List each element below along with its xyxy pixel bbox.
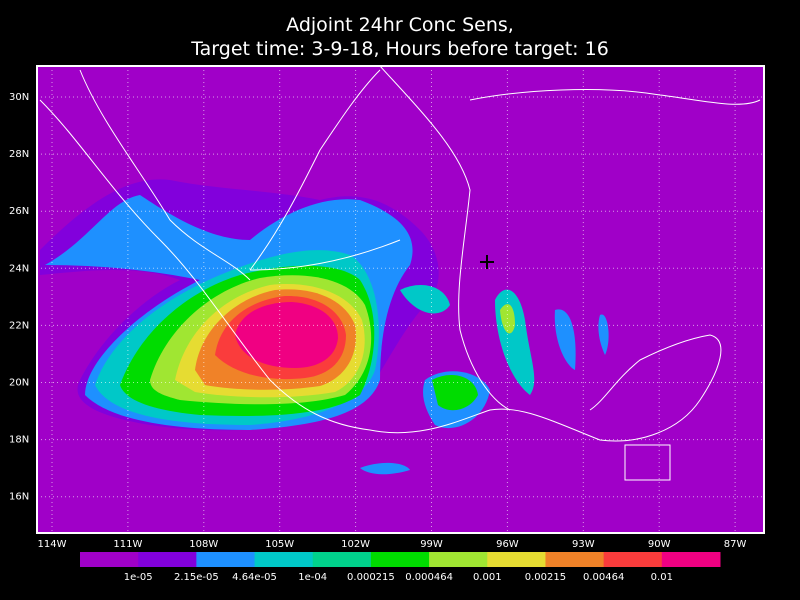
lon-label: 99W <box>420 539 443 550</box>
map-frame <box>36 65 765 534</box>
colorbar-label: 1e-04 <box>298 572 327 583</box>
colorbar-swatch <box>603 552 663 567</box>
colorbar-swatch <box>661 552 721 567</box>
colorbar-label: 0.00215 <box>525 572 566 583</box>
colorbar-swatch <box>545 552 605 567</box>
lon-label: 108W <box>189 539 218 550</box>
contour <box>360 462 410 475</box>
contour <box>432 375 478 411</box>
colorbar-label: 0.000215 <box>347 572 395 583</box>
contours <box>40 179 609 475</box>
colorbar-label: 1e-05 <box>124 572 153 583</box>
colorbar-label: 4.64e-05 <box>232 572 277 583</box>
title-line: Target time: 3-9-18, Hours before target… <box>190 38 609 60</box>
lat-label: 30N <box>9 92 29 103</box>
lon-label: 93W <box>572 539 595 550</box>
colorbar-swatch <box>196 552 256 567</box>
colorbar-label: 0.001 <box>473 572 502 583</box>
lat-label: 22N <box>9 320 29 331</box>
lat-label: 20N <box>9 378 29 389</box>
coastlines <box>39 65 761 481</box>
contour <box>400 285 450 314</box>
colorbar-swatch <box>370 552 430 567</box>
colorbar-swatch <box>429 552 488 567</box>
colorbar-swatch <box>80 552 139 567</box>
lon-label: 87W <box>724 539 747 550</box>
lon-label: 102W <box>341 539 370 550</box>
colorbar-swatch <box>312 552 372 567</box>
contour <box>598 314 609 355</box>
lon-label: 96W <box>496 539 519 550</box>
colorbar-swatch <box>487 552 546 567</box>
coastline <box>469 89 761 105</box>
border <box>624 444 671 481</box>
coastline <box>39 99 722 442</box>
coastline <box>379 65 511 411</box>
border <box>249 69 401 271</box>
lat-label: 26N <box>9 206 29 217</box>
lat-label: 28N <box>9 149 29 160</box>
colorbar-label: 0.00464 <box>583 572 624 583</box>
lon-label: 105W <box>265 539 294 550</box>
lon-label: 114W <box>38 539 67 550</box>
colorbar-label: 0.000464 <box>405 572 453 583</box>
lat-label: 24N <box>9 263 29 274</box>
lon-label: 90W <box>648 539 671 550</box>
colorbar-label: 0.01 <box>651 572 673 583</box>
contour <box>554 309 576 370</box>
contour <box>235 302 338 368</box>
coastline <box>79 69 251 281</box>
colorbar-swatch <box>254 552 314 567</box>
target-marker <box>480 255 494 269</box>
lat-label: 16N <box>9 492 29 503</box>
lat-label: 18N <box>9 435 29 446</box>
lon-label: 111W <box>113 539 142 550</box>
colorbar-label: 2.15e-05 <box>174 572 219 583</box>
title-line: Adjoint 24hr Conc Sens, <box>286 14 514 36</box>
colorbar-swatch <box>138 552 197 567</box>
